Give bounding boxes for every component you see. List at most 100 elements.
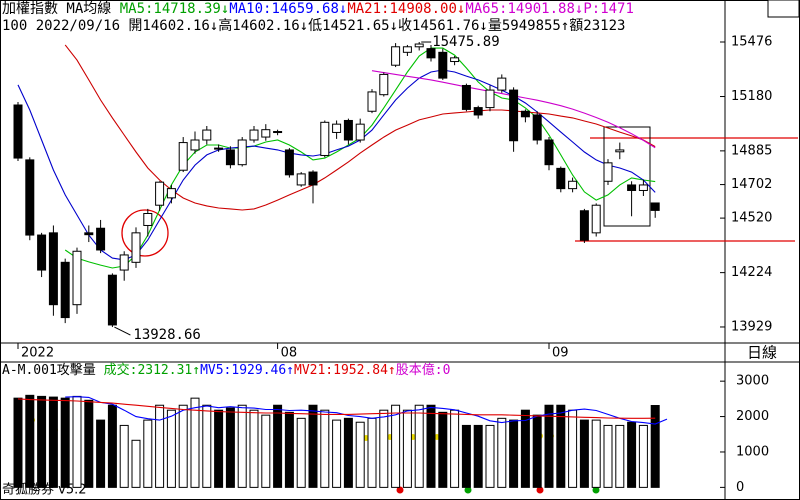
y-tick-label: 3000 — [736, 374, 769, 389]
candle-body — [638, 184, 648, 191]
corner-box — [767, 0, 800, 18]
annotation: 13928.66 — [133, 327, 200, 343]
candle-body — [273, 131, 283, 134]
candle-body — [284, 149, 294, 176]
candle-body — [143, 213, 153, 226]
volume-bar — [520, 409, 530, 488]
y-tick-label: 14885 — [731, 143, 772, 158]
volume-bar — [402, 409, 412, 488]
volume-bar — [143, 419, 153, 488]
volume-bar — [190, 397, 200, 488]
candle-body — [520, 110, 530, 118]
volume-bar — [603, 424, 613, 488]
candle-body — [568, 180, 578, 190]
y-tick-label: 0 — [736, 480, 744, 495]
candle-body — [178, 142, 188, 171]
volume-bar — [343, 417, 353, 488]
candle-body — [450, 57, 460, 63]
candle-body — [367, 91, 377, 112]
volume-bar — [485, 424, 495, 488]
volume-bar — [261, 414, 271, 488]
candle-body — [84, 232, 94, 236]
y-tick-label: 14224 — [731, 265, 772, 280]
volume-bar — [72, 395, 82, 488]
volume-bar — [155, 404, 165, 488]
volume-bar — [355, 421, 365, 488]
candle-body — [461, 84, 471, 110]
volume-bar — [84, 399, 94, 488]
candle-body — [332, 123, 342, 133]
candle-body — [25, 159, 35, 236]
volume-bar — [367, 417, 377, 488]
y-tick-label: 15180 — [731, 89, 772, 104]
candle-body — [155, 181, 165, 206]
header-line1: 加權指數 MA均線 MA5:14718.39↓MA10:14659.68↓MA2… — [2, 1, 634, 17]
candle-body — [131, 232, 141, 263]
volume-bar — [497, 417, 507, 488]
volume-bar — [414, 404, 424, 488]
volume-bar — [166, 409, 176, 488]
volume-bar — [131, 439, 141, 488]
candle-body — [225, 149, 235, 166]
y-tick-label: 2000 — [736, 409, 769, 424]
volume-bar — [214, 409, 224, 488]
candle-body — [296, 173, 306, 186]
header-segment: A-M.001攻擊量 — [2, 362, 104, 378]
candle-body — [237, 139, 247, 166]
x-tick-label: 09 — [552, 346, 569, 361]
candle-body — [308, 171, 318, 186]
candle-body — [379, 73, 389, 96]
volume-bar — [438, 411, 448, 488]
candle-body — [615, 149, 625, 153]
candle-body — [426, 48, 436, 59]
y-tick-label: 15476 — [731, 35, 772, 50]
candle-body — [60, 261, 70, 319]
candle-body — [202, 129, 212, 141]
candle-body — [96, 227, 106, 251]
candle-body — [438, 51, 448, 79]
candle-body — [190, 139, 200, 151]
volume-bar — [579, 419, 589, 488]
volume-bar — [391, 404, 401, 488]
candle-body — [320, 121, 330, 156]
volume-bar — [273, 404, 283, 488]
candle-body — [214, 147, 224, 150]
header-segment: MA21:14908.00↓ — [347, 1, 465, 17]
volume-bar — [426, 404, 436, 488]
candle-body — [13, 104, 23, 159]
volume-bar — [107, 404, 117, 488]
dot — [536, 486, 544, 494]
y-tick-label: 13929 — [731, 319, 772, 334]
volume-bar — [96, 419, 106, 488]
volume-bar — [237, 404, 247, 488]
header-segment: MA5:14718.39↓ — [120, 1, 230, 17]
volume-bar — [544, 404, 554, 488]
x-tick-label: 08 — [281, 346, 298, 361]
volume-bar — [379, 409, 389, 488]
volume-bar — [178, 404, 188, 488]
candle-body — [485, 89, 495, 109]
volume-bar — [60, 397, 70, 488]
candle-body — [532, 114, 542, 141]
candle-body — [556, 167, 566, 190]
volume-bar — [308, 404, 318, 488]
candle-body — [603, 162, 613, 182]
volume-bar — [509, 419, 519, 488]
candle-body — [391, 46, 401, 66]
candle-body — [72, 250, 82, 306]
candle-body — [48, 232, 58, 306]
volume-bar — [48, 396, 58, 488]
volume-bar — [202, 404, 212, 488]
annotation-leader — [114, 326, 131, 336]
header-segment: 加權指數 MA均線 — [2, 1, 120, 17]
header-segment: 股本億:0 — [396, 362, 451, 378]
volume-bar — [320, 409, 330, 488]
y-tick-label: 14702 — [731, 177, 772, 192]
volume-bar — [638, 424, 648, 488]
volume-bar — [627, 421, 637, 488]
y-tick-label: 14520 — [731, 211, 772, 226]
candle-body — [414, 43, 424, 48]
candle-body — [497, 77, 507, 91]
header-segment: MA10:14659.68↓ — [229, 1, 347, 17]
